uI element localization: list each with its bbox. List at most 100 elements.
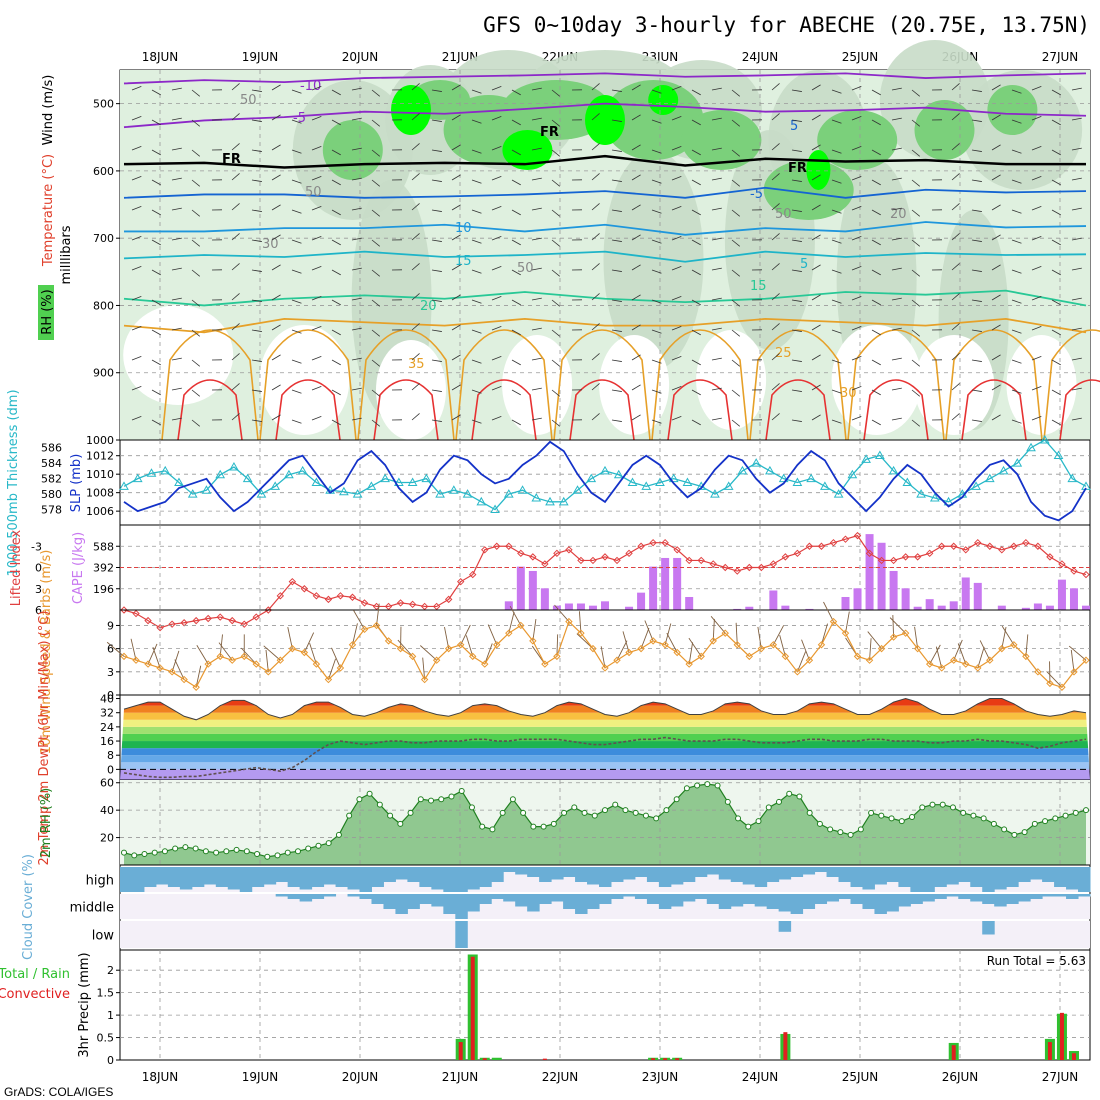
li-marker [950,542,958,550]
rh-legend-swatch [38,285,54,340]
wind-barb [371,269,381,277]
wind-speed-marker [1070,668,1078,676]
thickness-marker [916,489,926,498]
cloud-cell [910,867,923,892]
cloud-cell [563,867,576,877]
cloud-cell [934,894,947,899]
cape-bar [588,605,597,610]
surface-wind-barb [1025,634,1029,657]
wind-barb [551,299,561,307]
contour-label: 20 [420,299,437,314]
wind-barb [891,207,902,211]
wind-speed-marker [709,637,717,645]
wind-barb [731,329,741,337]
wind-barb [451,264,461,271]
wind-barb [1071,117,1082,121]
wind-barb [671,206,682,211]
y-tick-label: 24 [100,721,114,734]
cape-bar [685,596,694,610]
wind-speed-marker [396,644,405,653]
thickness-marker [600,465,610,475]
cloud-cell [838,894,851,899]
cloud-cell [563,894,576,909]
wind-speed-marker [685,660,693,668]
wind-speed-marker [444,644,453,653]
surface-wind-barb [509,605,522,626]
cloud-cell [874,867,887,885]
li-marker [781,553,790,561]
rh2m-marker [898,818,905,825]
thickness-marker [270,481,281,490]
cloud-cell [634,894,648,899]
wind-barb [431,329,442,332]
cloud-cell [311,867,325,887]
rh2m-marker [376,801,383,808]
cape-bar [865,534,874,610]
rh2m-marker [878,812,885,819]
wind-barb [491,296,502,301]
wind-barb [1071,357,1082,361]
wind-barb [911,359,921,367]
wind-barb [811,324,821,331]
y-tick-label: 588 [93,540,114,553]
wind-barb [651,209,662,214]
thickness-marker [201,485,212,494]
thickness-marker [490,504,500,514]
rh2m-marker [294,848,301,855]
wind-barb [451,354,461,361]
wind-barb [691,359,701,366]
wind-barb [411,293,420,301]
wind-barb [311,206,322,211]
wind-barb [891,117,902,121]
wind-barb [531,117,542,121]
wind-barb [491,116,502,121]
wind-barb [831,179,842,184]
rh2m-marker [448,793,455,800]
thickness-tick-label: 586 [41,442,62,455]
li-marker [721,563,729,572]
rh2m-marker [960,809,967,816]
wind-barb [951,383,960,391]
cloud-cell [838,867,851,882]
li-marker [937,542,946,550]
surface-wind-barb [309,643,317,665]
wind-barb [911,299,921,307]
cloud-cell [958,894,971,899]
li-marker [132,609,140,618]
wind-speed-marker [925,660,934,668]
wind-speed-marker [216,652,224,661]
wind-barb [891,387,902,391]
li-marker [517,549,525,558]
isotherm-line-35 [961,379,1027,441]
thickness-marker [572,485,583,494]
surface-wind-barb [640,627,650,649]
cloud-cell [371,867,384,887]
rh2m-marker [438,796,445,803]
thickness-marker [1026,442,1036,452]
wind-barb [831,359,842,364]
wind-barb [1051,209,1061,216]
wind-barb [491,146,502,151]
thickness-marker [737,465,748,475]
wind10m-axis-label: 10m Wind Speed & Barbs (m/s) [39,550,54,755]
cape-bar [733,608,742,610]
thickness-marker [1012,458,1023,467]
cloud-cell [503,894,516,902]
wind-barb [191,299,201,307]
wind-speed-marker [865,656,874,664]
wind-barb [1071,417,1082,421]
rh2m-marker [305,845,312,852]
rh2m-marker [857,826,864,833]
thickness-marker [311,477,322,486]
wind-barb [711,417,722,421]
li-marker [853,531,862,540]
rh-region-moist [987,85,1038,135]
dewpoint-line [123,736,1087,779]
wind-barb [371,359,381,367]
cloud-cell [766,894,780,909]
wind-barb [411,113,420,121]
wind-barb [991,354,1001,361]
surface-wind-barb [152,647,161,669]
cape-bar [540,588,549,610]
wind-barb [191,149,201,157]
